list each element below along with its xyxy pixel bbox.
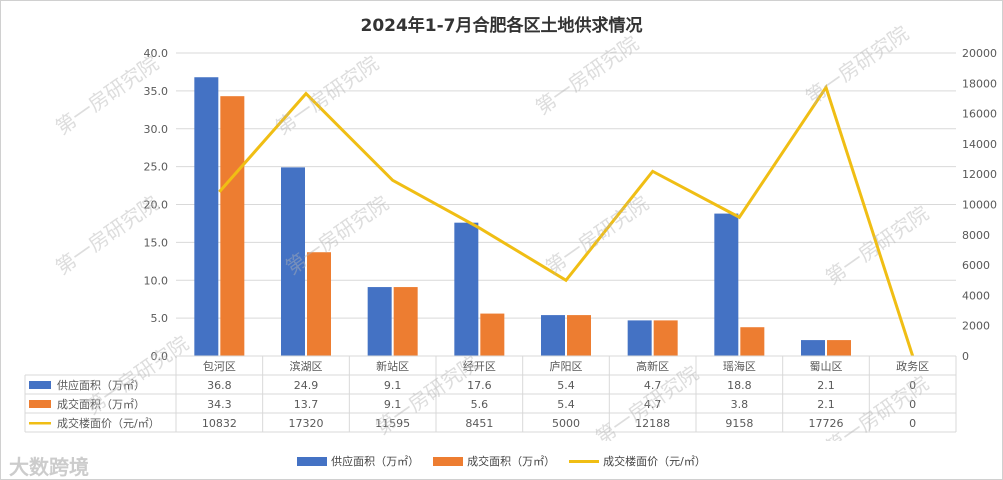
y2-tick-label: 14000 bbox=[962, 138, 997, 151]
bar-1 bbox=[307, 252, 331, 356]
category-label: 高新区 bbox=[636, 359, 669, 373]
bar-0 bbox=[714, 213, 739, 356]
data-label: 17726 bbox=[809, 417, 844, 430]
data-label: 5.4 bbox=[557, 398, 575, 411]
data-label: 0 bbox=[909, 379, 916, 392]
y-tick-label: 5.0 bbox=[151, 312, 169, 325]
table-row-label: 成交面积（万㎡） bbox=[57, 397, 145, 411]
category-label: 政务区 bbox=[896, 359, 929, 373]
table-legend-swatch bbox=[29, 400, 51, 408]
data-label: 2.1 bbox=[817, 379, 835, 392]
category-label: 瑶海区 bbox=[723, 359, 756, 373]
watermark: 第一房研究院 bbox=[51, 191, 163, 279]
y2-tick-label: 2000 bbox=[962, 320, 990, 333]
table-legend-swatch bbox=[29, 422, 51, 425]
legend-label: 成交面积（万㎡） bbox=[467, 455, 556, 468]
data-label: 10832 bbox=[202, 417, 237, 430]
y-tick-label: 0.0 bbox=[151, 350, 169, 363]
bar-0 bbox=[801, 340, 825, 356]
y2-tick-label: 8000 bbox=[962, 229, 990, 242]
data-label: 13.7 bbox=[294, 398, 319, 411]
bar-1 bbox=[220, 96, 245, 357]
category-label: 经开区 bbox=[463, 360, 496, 373]
table-row-label: 供应面积（万㎡） bbox=[57, 378, 145, 392]
bar-1 bbox=[740, 327, 765, 356]
data-label: 5.6 bbox=[471, 398, 489, 411]
watermark: 第一房研究院 bbox=[271, 51, 383, 139]
y-tick-label: 15.0 bbox=[144, 236, 169, 249]
data-label: 9.1 bbox=[384, 379, 402, 392]
y-tick-label: 35.0 bbox=[144, 85, 169, 98]
bar-1 bbox=[567, 315, 591, 356]
bar-0 bbox=[627, 320, 652, 356]
category-label: 蜀山区 bbox=[810, 360, 843, 373]
data-label: 34.3 bbox=[207, 398, 232, 411]
bar-0 bbox=[367, 287, 392, 356]
bar-1 bbox=[393, 287, 418, 356]
category-label: 庐阳区 bbox=[550, 359, 583, 373]
y-tick-label: 20.0 bbox=[144, 199, 169, 212]
logo: 大数跨境 bbox=[9, 455, 89, 479]
chart-title: 2024年1-7月合肥各区土地供求情况 bbox=[360, 16, 643, 36]
watermark: 第一房研究院 bbox=[821, 201, 933, 289]
data-label: 3.8 bbox=[731, 398, 749, 411]
bar-0 bbox=[541, 315, 565, 356]
data-label: 2.1 bbox=[817, 398, 835, 411]
data-label: 17320 bbox=[289, 417, 324, 430]
data-label: 4.7 bbox=[644, 379, 662, 392]
y2-tick-label: 0 bbox=[962, 350, 969, 363]
data-label: 18.8 bbox=[727, 379, 752, 392]
data-label: 8451 bbox=[465, 417, 493, 430]
watermark: 第一房研究院 bbox=[531, 31, 643, 119]
y2-tick-label: 4000 bbox=[962, 289, 990, 302]
y2-tick-label: 20000 bbox=[962, 47, 997, 60]
y2-tick-label: 12000 bbox=[962, 168, 997, 181]
legend-swatch bbox=[433, 456, 464, 466]
category-label: 滨湖区 bbox=[290, 359, 323, 373]
watermark: 第一房研究院 bbox=[821, 371, 933, 441]
table-row-label: 成交楼面价（元/㎡） bbox=[57, 416, 160, 430]
data-label: 36.8 bbox=[207, 379, 232, 392]
bar-0 bbox=[194, 77, 219, 357]
chart-svg: 0.0 5.0 10.0 15.0 20.0 25.0 30.0 35.0 40.0 0 2000 4… bbox=[24, 21, 997, 441]
bar-0 bbox=[454, 222, 479, 356]
y2-tick-label: 18000 bbox=[962, 77, 997, 90]
data-label: 0 bbox=[909, 417, 916, 430]
data-label: 9.1 bbox=[384, 398, 402, 411]
data-label: 17.6 bbox=[467, 379, 492, 392]
category-label: 包河区 bbox=[203, 360, 236, 373]
legend: 供应面积（万㎡） 成交面积（万㎡） 成交楼面价（元/㎡） bbox=[1, 453, 1002, 469]
y2-tick-label: 6000 bbox=[962, 259, 990, 272]
data-label: 0 bbox=[909, 398, 916, 411]
legend-item: 供应面积（万㎡） bbox=[297, 453, 419, 469]
legend-item: 成交楼面价（元/㎡） bbox=[569, 453, 706, 469]
y2-tick-label: 16000 bbox=[962, 108, 997, 121]
data-label: 5.4 bbox=[557, 379, 575, 392]
legend-swatch bbox=[297, 456, 328, 466]
data-label: 11595 bbox=[375, 417, 410, 430]
bar-1 bbox=[653, 320, 678, 356]
table-legend-swatch bbox=[29, 381, 51, 389]
data-label: 4.7 bbox=[644, 398, 662, 411]
y-tick-label: 30.0 bbox=[144, 123, 169, 136]
category-label: 新站区 bbox=[376, 359, 409, 373]
bar-1 bbox=[827, 340, 851, 356]
legend-item: 成交面积（万㎡） bbox=[433, 453, 555, 469]
data-label: 12188 bbox=[635, 417, 670, 430]
bar-0 bbox=[281, 167, 305, 356]
line-series bbox=[218, 84, 915, 357]
legend-label: 供应面积（万㎡） bbox=[331, 455, 420, 468]
watermark: 第一房研究院 bbox=[801, 21, 913, 109]
bar-1 bbox=[480, 313, 505, 356]
data-label: 5000 bbox=[552, 417, 580, 430]
legend-swatch bbox=[569, 459, 600, 463]
legend-label: 成交楼面价（元/㎡） bbox=[603, 455, 706, 468]
y-tick-label: 25.0 bbox=[144, 161, 169, 174]
data-label: 9158 bbox=[725, 417, 753, 430]
y-tick-label: 10.0 bbox=[144, 274, 169, 287]
y-tick-label: 40.0 bbox=[144, 47, 169, 60]
y2-tick-label: 10000 bbox=[962, 199, 997, 212]
data-label: 24.9 bbox=[294, 379, 319, 392]
